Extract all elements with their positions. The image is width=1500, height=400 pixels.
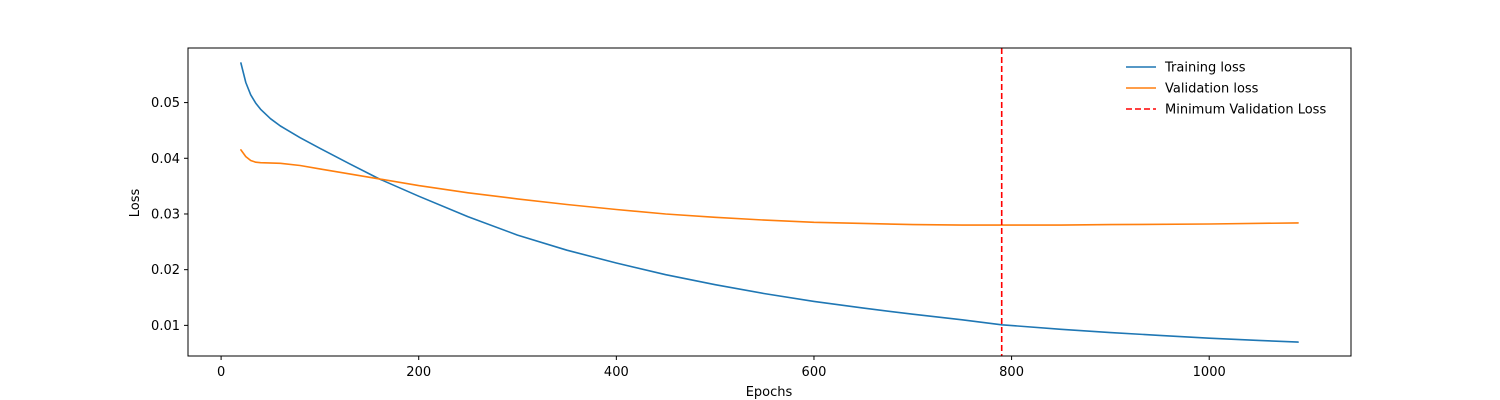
- y-axis-label: Loss: [128, 189, 143, 218]
- x-axis: 0 200 400 600 800 1000: [217, 356, 1226, 380]
- plot-frame: [187, 47, 1352, 357]
- legend-label: Training loss: [1164, 61, 1246, 76]
- x-tick-label: 0: [217, 365, 225, 380]
- legend-label: Minimum Validation Loss: [1165, 103, 1326, 118]
- series-line-validation-loss: [240, 149, 1299, 226]
- x-tick-label: 400: [604, 365, 629, 380]
- x-axis-label: Epochs: [746, 385, 793, 400]
- y-tick-label: 0.05: [151, 96, 180, 111]
- x-tick-label: 600: [802, 365, 827, 380]
- series-line-training-loss: [240, 62, 1299, 343]
- legend-label: Validation loss: [1165, 82, 1259, 97]
- y-axis: 0.01 0.02 0.03 0.04 0.05: [151, 96, 188, 334]
- legend: Training loss Validation loss Minimum Vali…: [1126, 61, 1326, 118]
- y-tick-label: 0.02: [151, 263, 180, 278]
- y-tick-label: 0.03: [151, 207, 180, 222]
- y-tick-label: 0.01: [151, 319, 180, 334]
- series-layer: [240, 62, 1299, 343]
- x-tick-label: 1000: [1193, 365, 1226, 380]
- y-tick-label: 0.04: [151, 152, 180, 167]
- x-tick-label: 200: [406, 365, 431, 380]
- x-tick-label: 800: [999, 365, 1024, 380]
